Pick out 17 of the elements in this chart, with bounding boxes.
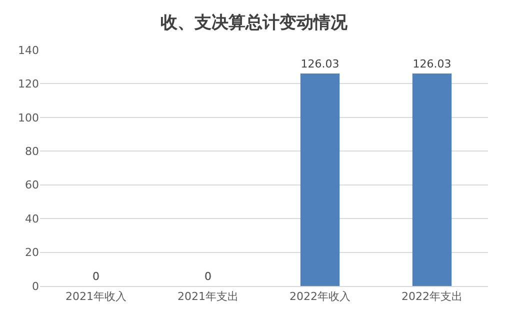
y-tick-label: 80 [25, 144, 39, 158]
x-tick-label: 2022年收入 [290, 290, 350, 304]
data-label: 126.03 [300, 58, 340, 71]
x-tick-label: 2021年收入 [66, 290, 126, 304]
y-tick-label: 40 [25, 212, 39, 226]
y-tick-label: 120 [18, 78, 39, 91]
x-tick-label: 2021年支出 [178, 290, 238, 304]
data-label: 0 [204, 270, 212, 283]
y-tick-label: 140 [18, 44, 39, 57]
x-tick-label: 2022年支出 [402, 290, 462, 304]
data-label: 0 [92, 270, 100, 283]
y-tick-label: 60 [25, 178, 39, 192]
y-tick-label: 100 [18, 111, 39, 124]
y-tick-label: 0 [32, 280, 39, 293]
chart-title: 收、支决算总计变动情况 [160, 12, 348, 33]
data-label: 126.03 [412, 58, 452, 71]
y-tick-label: 20 [25, 246, 39, 260]
